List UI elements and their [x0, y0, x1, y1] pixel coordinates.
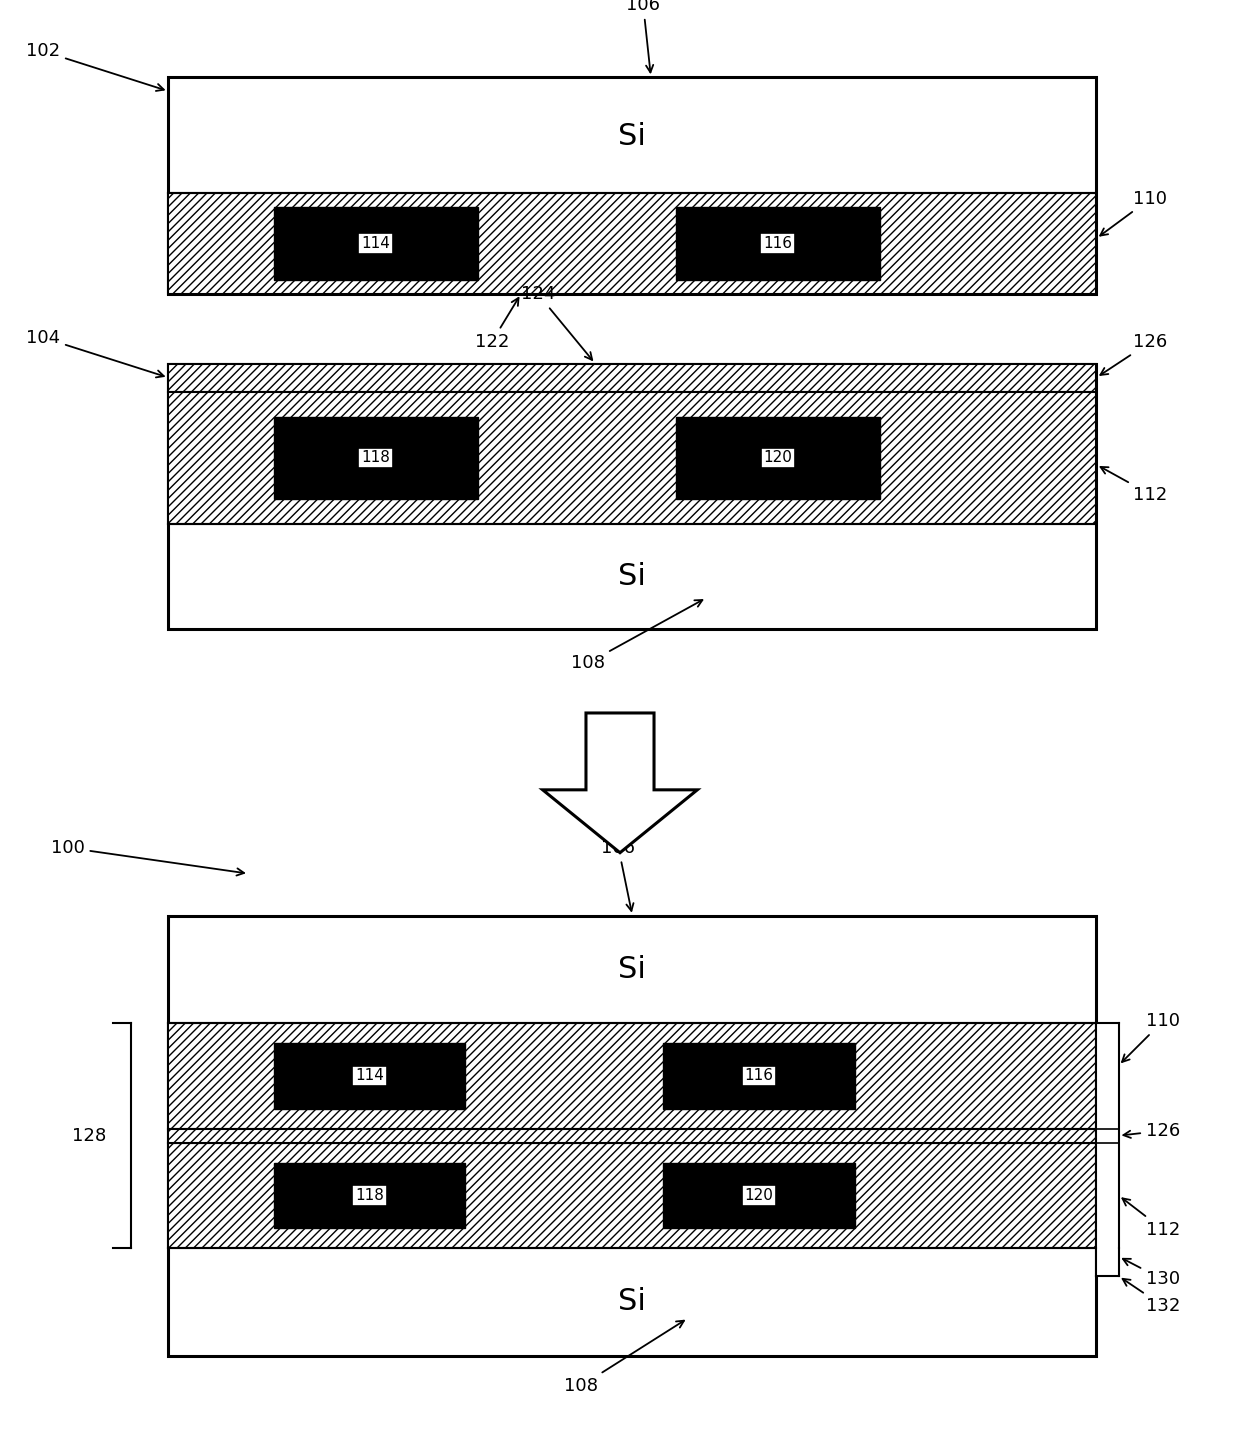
Text: 116: 116: [764, 237, 792, 251]
Bar: [169, 915, 1096, 1355]
Text: 100: 100: [51, 839, 244, 876]
Text: 106: 106: [601, 839, 635, 911]
Text: 112: 112: [1101, 467, 1168, 503]
Text: 130: 130: [1123, 1259, 1180, 1289]
Bar: [663, 1043, 856, 1108]
Bar: [274, 208, 477, 280]
Bar: [169, 364, 1096, 391]
Text: 126: 126: [1123, 1121, 1180, 1140]
Bar: [169, 1129, 1096, 1143]
Text: 132: 132: [1122, 1279, 1180, 1315]
Text: 120: 120: [745, 1187, 774, 1203]
Bar: [169, 194, 1096, 294]
Bar: [274, 417, 477, 499]
Bar: [1096, 1248, 1118, 1276]
Text: 114: 114: [355, 1068, 384, 1084]
Text: Si: Si: [619, 562, 646, 591]
Bar: [169, 391, 1096, 525]
Bar: [274, 1163, 465, 1228]
Text: 126: 126: [1100, 333, 1168, 374]
Text: 106: 106: [626, 0, 660, 72]
Text: 124: 124: [521, 285, 593, 360]
Text: 116: 116: [745, 1068, 774, 1084]
Text: 104: 104: [26, 328, 164, 377]
Bar: [1096, 1024, 1118, 1248]
Text: 114: 114: [361, 237, 391, 251]
Text: Si: Si: [619, 122, 646, 151]
Text: 102: 102: [26, 42, 164, 90]
Bar: [676, 417, 880, 499]
Text: 118: 118: [361, 450, 391, 466]
Text: 128: 128: [72, 1127, 107, 1144]
Polygon shape: [543, 713, 697, 853]
Bar: [274, 1043, 465, 1108]
Bar: [663, 1163, 856, 1228]
Text: Si: Si: [619, 1288, 646, 1316]
Text: 110: 110: [1100, 189, 1167, 235]
Text: 112: 112: [1122, 1199, 1180, 1239]
Text: 120: 120: [764, 450, 792, 466]
Text: 118: 118: [355, 1187, 384, 1203]
Bar: [169, 364, 1096, 630]
Bar: [169, 1143, 1096, 1248]
Text: 108: 108: [564, 1321, 684, 1395]
Bar: [169, 77, 1096, 294]
Bar: [169, 1024, 1096, 1129]
Text: 122: 122: [475, 298, 518, 351]
Text: Si: Si: [619, 955, 646, 984]
Bar: [676, 208, 880, 280]
Text: 110: 110: [1122, 1012, 1179, 1063]
Text: 108: 108: [570, 599, 702, 673]
